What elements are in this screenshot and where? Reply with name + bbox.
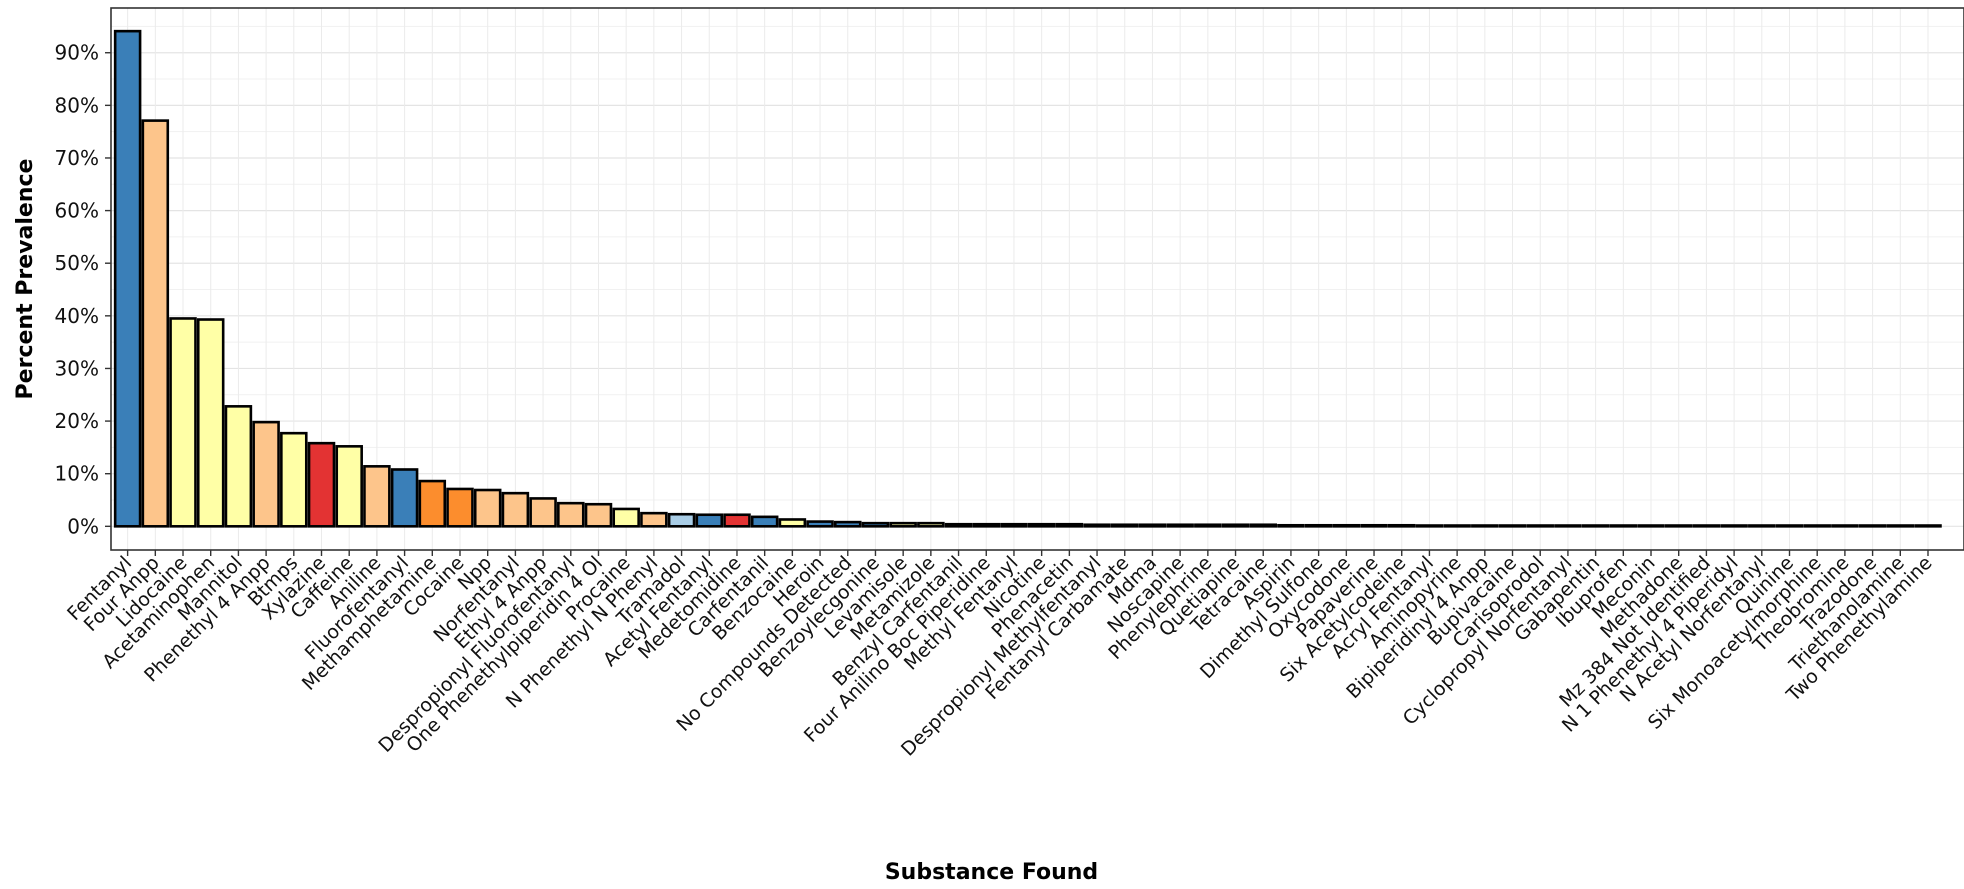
bar-methamphetamine: [418, 479, 447, 528]
bar-caffeine: [335, 445, 363, 528]
bar-xylazine: [307, 441, 336, 528]
bar-quinine: [1775, 524, 1804, 528]
bar-mannitol: [224, 405, 253, 528]
bar-medetomidine: [723, 513, 751, 528]
bar-tetracaine: [1249, 523, 1278, 528]
bar-n-acetyl-norfentanyl: [1748, 524, 1776, 528]
bar-four-anpp: [141, 119, 170, 528]
y-tick-label: 20%: [55, 409, 99, 433]
y-tick-label: 50%: [55, 251, 99, 275]
bar-procaine: [612, 507, 640, 528]
bar-ibuprofen: [1609, 524, 1638, 528]
x-axis-title: Substance Found: [885, 860, 1098, 885]
bar-phenylephrine: [1194, 523, 1222, 528]
bar-mdma: [1138, 523, 1167, 528]
y-tick-label: 0%: [67, 514, 99, 538]
bar-metamizole: [917, 521, 945, 528]
bar-methadone: [1664, 524, 1693, 528]
bar-npp: [473, 488, 502, 528]
bar-gabapentin: [1581, 524, 1610, 528]
bar-fluorofentanyl: [390, 468, 419, 528]
bar-despropionyl-fluorofentanyl: [557, 501, 585, 528]
bar-quetiapine: [1221, 523, 1250, 528]
bar-mz-384-not-identified: [1692, 524, 1721, 528]
bar-tramadol: [667, 512, 696, 528]
bar-n-phenethyl-n-phenyl: [640, 511, 668, 528]
y-tick-label: 80%: [55, 93, 99, 117]
bar-carisoprodol: [1526, 524, 1554, 528]
y-tick-label: 10%: [55, 462, 99, 486]
y-tick-label: 40%: [55, 304, 99, 328]
bars-layer: [113, 29, 1942, 528]
bar-two-phenethylamine: [1914, 524, 1942, 528]
bar-methyl-fentanyl: [1000, 522, 1028, 528]
bar-no-compounds-detected: [834, 520, 862, 528]
bar-aspirin: [1277, 523, 1305, 528]
bar-one-phenethylpiperidin-4-ol: [584, 502, 613, 528]
bar-aminopyrine: [1443, 524, 1471, 528]
bar-cyclopropyl-norfentanyl: [1554, 524, 1582, 528]
bar-acryl-fentanyl: [1415, 524, 1444, 528]
bar-phenacetin: [1055, 522, 1084, 528]
bar-despropionyl-methylfentanyl: [1083, 523, 1111, 528]
bar-norfentanyl: [501, 491, 530, 528]
bar-ethyl-4-anpp: [529, 497, 557, 528]
bar-six-acetylcodeine: [1387, 523, 1416, 528]
bar-fentanyl-carbamate: [1110, 523, 1139, 528]
bar-papaverine: [1360, 523, 1388, 528]
bar-phenethyl-4-anpp: [252, 420, 280, 528]
bar-trazodone: [1858, 524, 1887, 528]
bar-btmps: [280, 431, 308, 528]
bar-heroin: [806, 520, 834, 528]
bar-triethanolamine: [1886, 524, 1915, 528]
bar-meconin: [1637, 524, 1665, 528]
plot-panel-border: [110, 7, 1964, 551]
bar-four-anilino-boc-piperidine: [972, 522, 1001, 528]
bar-fentanyl: [113, 29, 142, 528]
y-axis-title: Percent Prevalence: [13, 159, 38, 400]
bar-aniline: [363, 465, 391, 528]
y-tick-label: 30%: [55, 356, 99, 380]
bar-dimethyl-sulfone: [1304, 523, 1333, 528]
bar-benzocaine: [778, 518, 807, 528]
bar-theobromine: [1831, 524, 1859, 528]
y-tick-label: 70%: [55, 146, 99, 170]
y-tick-label: 90%: [55, 41, 99, 65]
bar-nicotine: [1027, 522, 1056, 528]
bar-noscapine: [1166, 523, 1194, 528]
bar-benzyl-carfentanil: [944, 522, 973, 528]
bar-lidocaine: [169, 317, 197, 528]
bar-levamisole: [889, 521, 917, 528]
bar-oxycodone: [1332, 523, 1361, 528]
bar-n-1-phenethyl-4-piperidyl: [1720, 524, 1748, 528]
bar-bupivacaine: [1498, 524, 1527, 528]
bar-acetaminophen: [196, 318, 225, 528]
bar-six-monoacetylmorphine: [1803, 524, 1831, 528]
bar-carfentanil: [750, 515, 779, 528]
bar-cocaine: [446, 487, 474, 528]
y-axis: 0% 10% 20% 30% 40% 50% 60% 70% 80% 90%: [55, 41, 111, 538]
y-tick-label: 60%: [55, 199, 99, 223]
bar-bipiperidinyl-4-anpp: [1471, 524, 1499, 528]
bar-benzoylecgonine: [861, 521, 890, 528]
bar-acetyl-fentanyl: [695, 513, 724, 528]
